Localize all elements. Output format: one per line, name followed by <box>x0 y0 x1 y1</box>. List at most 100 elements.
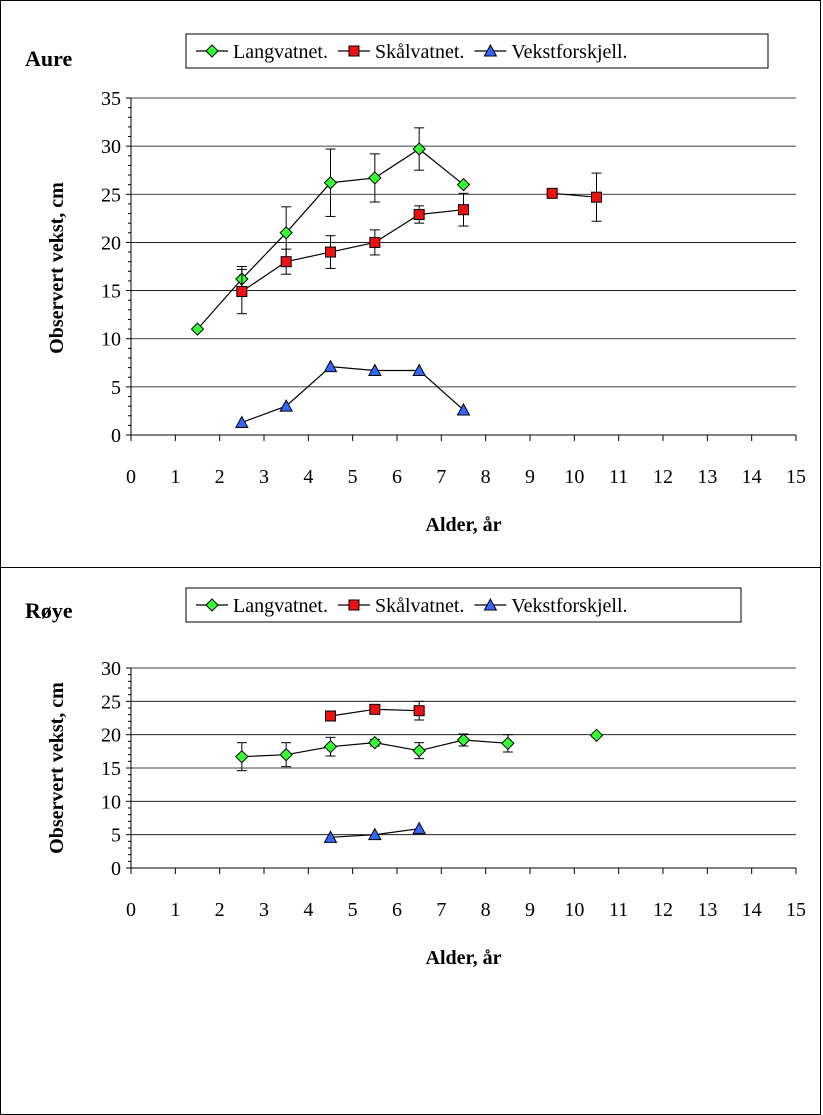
y-tick-label: 0 <box>111 425 121 447</box>
data-point <box>412 142 426 156</box>
series-line <box>241 209 464 293</box>
x-tick-label: 8 <box>481 466 491 488</box>
x-tick-label: 11 <box>609 466 628 488</box>
x-tick-label: 3 <box>259 899 269 921</box>
chart-panel-roye: Røye 0 5 10 15 20 25 30 0 1 2 3 4 5 6 7 8 9 10 11 12 13 14 15 Al… <box>0 567 821 1115</box>
y-axis-label: Observert vekst, cm <box>46 182 68 354</box>
x-tick-label: 2 <box>215 466 225 488</box>
x-tick-label: 6 <box>392 466 402 488</box>
data-point <box>367 363 382 376</box>
data-point <box>325 710 336 722</box>
data-point <box>413 209 425 221</box>
y-tick-label: 35 <box>101 88 121 110</box>
data-point <box>279 747 293 762</box>
x-tick-label: 4 <box>303 466 313 488</box>
x-tick-label: 12 <box>653 466 673 488</box>
x-tick-label: 9 <box>525 466 535 488</box>
x-tick-label: 5 <box>348 466 358 488</box>
data-point <box>456 177 471 192</box>
data-point <box>280 256 292 268</box>
data-point <box>325 246 336 258</box>
legend-label: Skålvatnet. <box>375 595 464 617</box>
y-tick-label: 5 <box>111 377 121 399</box>
x-tick-label: 0 <box>126 899 136 921</box>
x-tick-label: 14 <box>742 899 762 921</box>
x-tick-label: 4 <box>303 899 313 921</box>
y-tick-label: 30 <box>101 658 121 680</box>
data-point <box>190 322 205 336</box>
x-tick-label: 11 <box>609 899 628 921</box>
data-point <box>369 236 381 248</box>
data-point <box>234 415 249 428</box>
data-point <box>413 705 425 717</box>
x-tick-label: 2 <box>215 899 225 921</box>
series-1 <box>325 700 425 722</box>
x-axis-label: Alder, år <box>426 947 502 969</box>
data-point <box>368 171 382 185</box>
series-line <box>241 366 464 424</box>
x-tick-label: 0 <box>126 466 136 488</box>
legend-label: Langvatnet. <box>233 595 328 617</box>
legend-marker <box>205 598 219 612</box>
legend-marker <box>483 43 498 57</box>
legend: Langvatnet. Skålvatnet. Vekstforskjell. <box>185 587 742 623</box>
legend-marker <box>348 45 360 57</box>
data-point <box>368 735 382 750</box>
series-line <box>552 192 597 198</box>
x-tick-label: 15 <box>786 466 806 488</box>
x-tick-label: 9 <box>525 899 535 921</box>
data-point <box>458 204 469 216</box>
data-point <box>412 363 427 376</box>
series-0 <box>190 127 471 336</box>
data-point <box>456 733 471 747</box>
legend-label: Skålvatnet. <box>375 41 464 63</box>
y-tick-label: 25 <box>101 184 121 206</box>
chart-panel-aure: Aure 0 5 10 15 20 25 30 35 0 1 2 3 4 5 6 7 8 9 10 11 12 13 14 15… <box>0 0 821 568</box>
legend-label: Langvatnet. <box>233 41 328 63</box>
data-point <box>323 739 338 754</box>
legend-box <box>185 587 742 623</box>
chart-title: Røye <box>25 598 73 623</box>
data-point <box>279 399 294 412</box>
data-point <box>323 830 338 843</box>
data-point <box>235 749 249 764</box>
data-point <box>236 286 248 298</box>
y-tick-label: 15 <box>101 281 121 303</box>
x-tick-label: 10 <box>564 899 584 921</box>
y-tick-label: 0 <box>111 858 121 880</box>
data-point <box>591 191 602 203</box>
x-tick-label: 13 <box>697 466 717 488</box>
series-0 <box>235 728 604 772</box>
data-point <box>279 226 293 240</box>
legend: Langvatnet. Skålvatnet. Vekstforskjell. <box>185 33 769 69</box>
legend-label: Vekstforskjell. <box>511 41 627 63</box>
data-point <box>412 743 426 758</box>
x-tick-label: 13 <box>697 899 717 921</box>
data-point <box>323 359 338 373</box>
x-tick-label: 5 <box>348 899 358 921</box>
series-2 <box>323 821 427 843</box>
x-tick-label: 3 <box>259 466 269 488</box>
legend-marker <box>205 44 219 58</box>
x-tick-label: 7 <box>436 466 446 488</box>
y-tick-label: 5 <box>111 825 121 847</box>
y-tick-label: 25 <box>101 691 121 713</box>
legend-label: Vekstforskjell. <box>511 595 627 617</box>
data-point <box>589 728 604 743</box>
x-tick-label: 1 <box>170 466 180 488</box>
chart-title: Aure <box>25 46 72 71</box>
y-tick-label: 20 <box>101 232 121 254</box>
series-2 <box>234 359 471 428</box>
x-tick-label: 6 <box>392 899 402 921</box>
x-tick-label: 1 <box>170 899 180 921</box>
y-axis-label: Observert vekst, cm <box>46 682 68 854</box>
data-point <box>456 402 471 416</box>
series-1 <box>236 172 602 315</box>
data-point <box>367 827 382 841</box>
y-tick-label: 10 <box>101 329 121 351</box>
x-tick-label: 14 <box>742 466 762 488</box>
data-point <box>501 736 515 751</box>
